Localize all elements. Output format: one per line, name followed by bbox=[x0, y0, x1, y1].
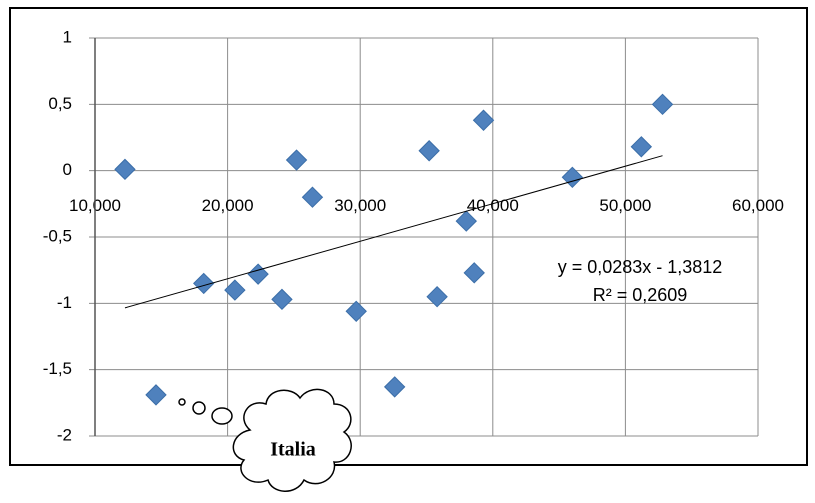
x-tick-label: 30,000 bbox=[334, 196, 386, 215]
point bbox=[472, 109, 495, 131]
point bbox=[114, 158, 136, 181]
point bbox=[301, 186, 324, 208]
point bbox=[455, 210, 477, 232]
point bbox=[247, 263, 269, 285]
chart-frame bbox=[9, 7, 808, 466]
point bbox=[630, 136, 653, 158]
x-tick-label: 40,000 bbox=[467, 196, 519, 215]
y-tick-label: 0 bbox=[63, 160, 72, 179]
point bbox=[193, 272, 215, 295]
y-tick-label: -2 bbox=[57, 425, 72, 444]
point bbox=[426, 285, 448, 308]
y-tick-label: -1,5 bbox=[43, 359, 72, 378]
point bbox=[651, 93, 674, 116]
point bbox=[145, 384, 167, 406]
y-tick-label: -1 bbox=[57, 293, 72, 312]
cloud bbox=[232, 388, 352, 492]
y-tick-label: 0,5 bbox=[48, 94, 72, 113]
r-squared: R² = 0,2609 bbox=[593, 285, 688, 305]
x-tick-label: 20,000 bbox=[202, 196, 254, 215]
y-tick-label: -0,5 bbox=[43, 226, 72, 245]
trendline bbox=[124, 155, 663, 309]
x-tick-label: 60,000 bbox=[732, 196, 784, 215]
point bbox=[463, 262, 485, 284]
point bbox=[285, 149, 308, 171]
point bbox=[271, 288, 293, 311]
x-tick-label: 50,000 bbox=[599, 196, 651, 215]
point bbox=[224, 279, 246, 301]
point bbox=[418, 140, 440, 162]
callout: Italia bbox=[178, 388, 352, 492]
point bbox=[383, 376, 406, 398]
point bbox=[345, 300, 367, 323]
trendline-equation: y = 0,0283x - 1,3812 bbox=[558, 257, 723, 277]
y-tick-label: 1 bbox=[63, 27, 72, 46]
annotation: Italia bbox=[270, 439, 316, 461]
